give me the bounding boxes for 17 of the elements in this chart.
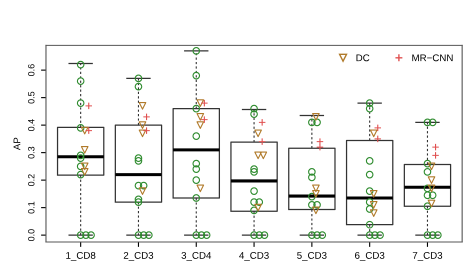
- x-tick-label: 2_CD3: [124, 252, 154, 261]
- x-tick-label: 4_CD3: [239, 252, 269, 261]
- legend-label: DC: [356, 54, 370, 62]
- y-tick-label: 0.4: [28, 119, 34, 132]
- y-tick-label: 0.0: [28, 229, 34, 242]
- y-tick-label: 0.3: [28, 146, 34, 159]
- y-tick-label: 0.2: [28, 174, 34, 186]
- y-tick-label: 0.1: [28, 202, 34, 214]
- x-tick-label: 6_CD3: [355, 252, 384, 261]
- x-tick-label: 1_CD8: [66, 252, 96, 261]
- y-tick-label: 0.5: [28, 92, 34, 104]
- x-tick-label: 3_CD4: [182, 252, 212, 261]
- x-tick-label: 5_CD3: [297, 252, 327, 261]
- legend-label: MR−CNN: [412, 54, 453, 62]
- y-axis-title: AP: [14, 138, 20, 150]
- x-tick-label: 7_CD3: [412, 252, 442, 261]
- y-tick-label: 0.6: [28, 64, 34, 76]
